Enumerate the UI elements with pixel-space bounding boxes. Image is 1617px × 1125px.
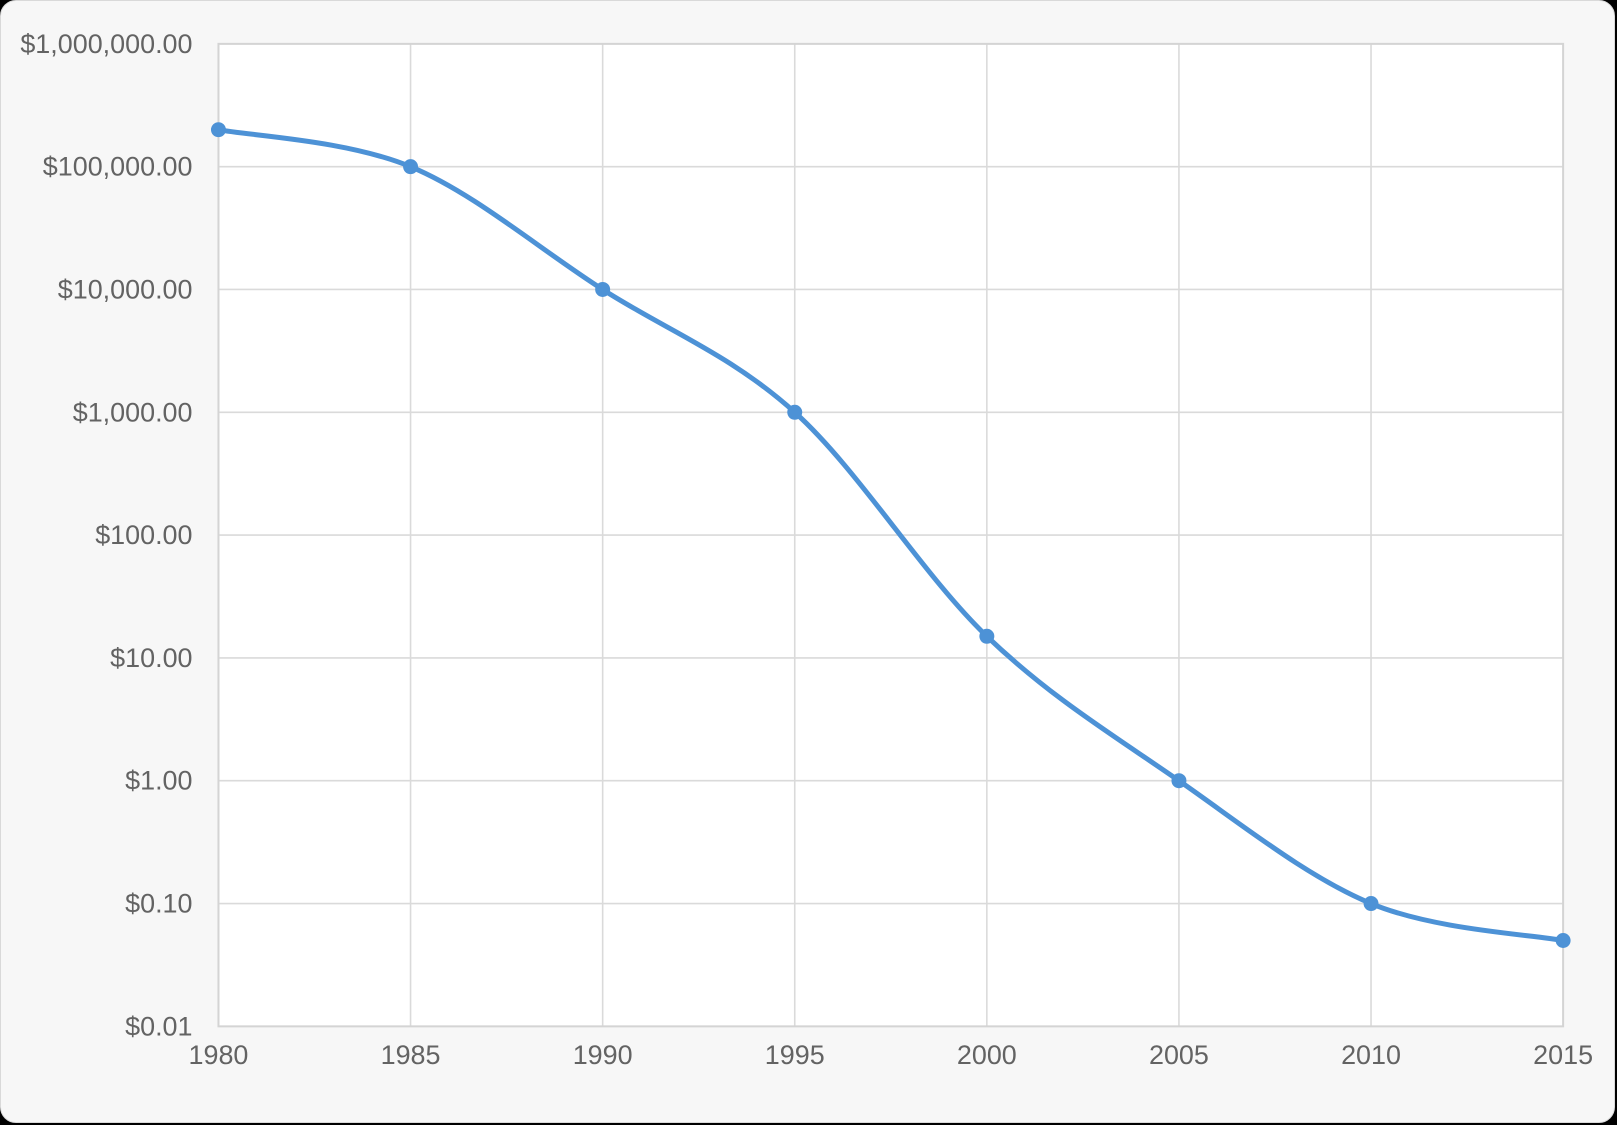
x-axis-tick-label: 1980	[189, 1040, 249, 1070]
x-axis-tick-label: 2005	[1149, 1040, 1209, 1070]
data-point-marker	[1171, 773, 1187, 789]
data-point-marker	[1555, 933, 1571, 948]
y-axis-tick-label: $10,000.00	[58, 274, 193, 304]
x-axis-tick-label: 2000	[957, 1040, 1017, 1070]
y-axis-tick-label: $100,000.00	[43, 152, 193, 182]
y-axis-tick-label: $0.10	[125, 889, 192, 919]
data-point-marker	[787, 404, 803, 420]
data-point-marker	[210, 122, 226, 138]
x-axis-tick-label: 1995	[765, 1040, 825, 1070]
x-axis-tick-label: 1990	[573, 1040, 633, 1070]
x-axis-tick-label: 2015	[1533, 1040, 1593, 1070]
y-axis-tick-label: $0.01	[125, 1011, 192, 1041]
data-point-marker	[403, 159, 419, 175]
series-line	[215, 127, 1566, 943]
y-axis-tick-label: $100.00	[95, 520, 192, 550]
y-axis-tick-label: $1.00	[125, 766, 192, 796]
x-axis-tick-label: 2010	[1341, 1040, 1401, 1070]
data-point-marker	[979, 628, 995, 644]
data-point-marker	[1363, 896, 1379, 912]
y-axis-tick-label: $1,000,000.00	[20, 29, 192, 59]
plot-border	[217, 42, 1565, 1028]
data-point-marker	[595, 281, 611, 297]
y-axis-tick-label: $10.00	[110, 643, 192, 673]
y-axis-tick-label: $1,000.00	[73, 397, 193, 427]
x-axis-tick-label: 1985	[381, 1040, 441, 1070]
